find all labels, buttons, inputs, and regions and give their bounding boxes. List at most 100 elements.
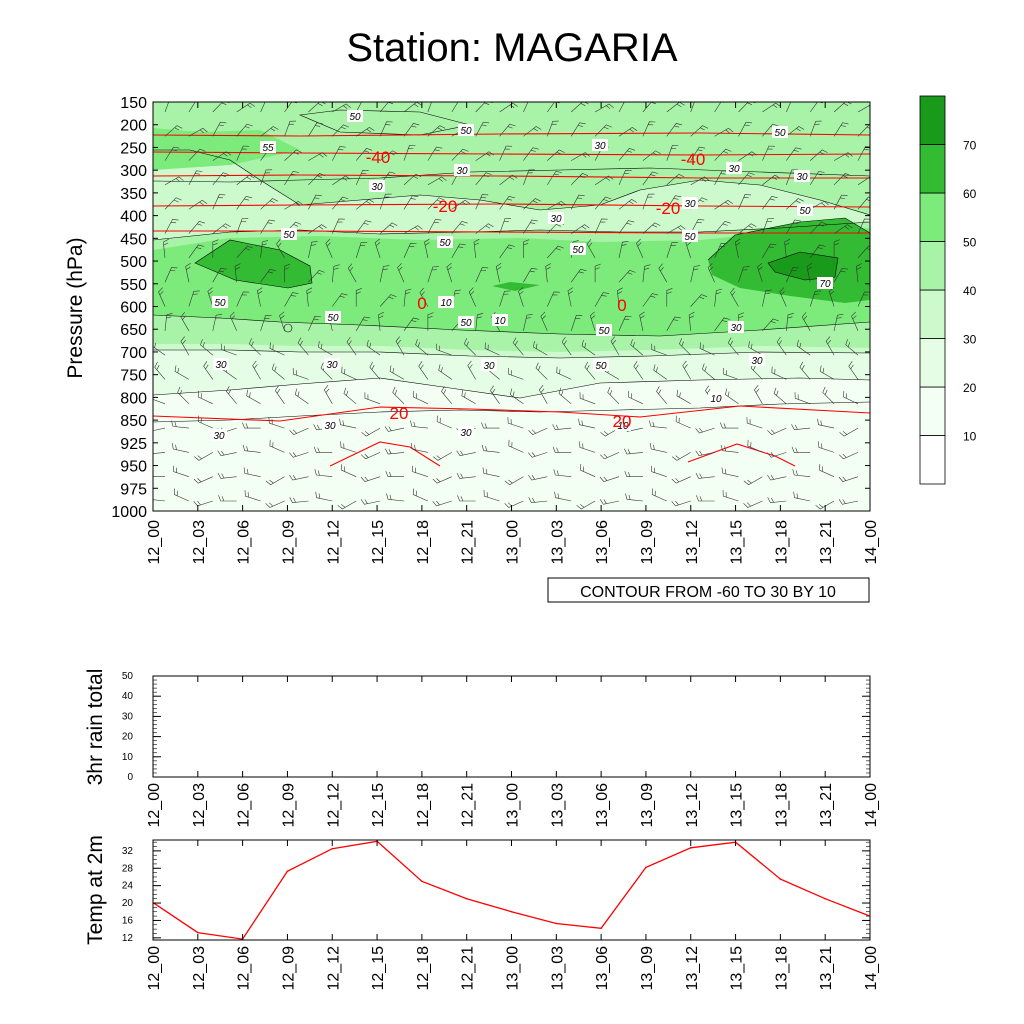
wind-barb [707,263,715,283]
wind-barb [714,220,731,234]
wind-barb [397,263,405,283]
wind-barb [695,427,715,434]
wind-barb [339,418,357,429]
wind-barb [651,465,667,477]
wind-barb [653,364,667,380]
wind-barb [523,102,529,113]
wind-barb [833,102,852,113]
temp-y-tick-label: 32 [122,846,134,857]
humidity-contour [153,377,870,399]
wind-barb [714,242,728,259]
time-tick-label: 13_12 [684,946,701,991]
rain-y-tick-label: 0 [127,772,133,783]
wind-barb [236,174,255,186]
wind-barb [507,417,524,429]
time-tick-label: 13_12 [684,520,701,565]
wind-barb [594,124,612,137]
temp-y-tick-label: 16 [122,915,134,926]
wind-barb [625,493,643,502]
wind-barb [599,452,620,460]
humidity-contour-label: 10 [710,394,722,405]
wind-barb [410,420,428,429]
time-tick-label: 12_15 [370,520,387,565]
wind-barb [636,238,644,259]
pressure-tick-label: 400 [120,209,147,226]
wind-barb [649,420,667,429]
temp-contour-label: -20 [656,199,681,218]
wind-barb [499,174,518,186]
wind-barb [618,199,637,210]
contour-label-bg [749,354,765,366]
wind-barb [188,290,200,307]
wind-barb [851,311,859,331]
wind-barb [690,219,705,234]
wind-barb [786,126,805,137]
wind-barb [535,362,548,380]
time-tick-label: 13_00 [505,783,522,828]
wind-barb [762,145,775,161]
wind-barb [332,293,348,307]
wind-barb [762,174,781,186]
wind-barb [468,287,476,307]
wind-barb [481,444,500,453]
wind-barb [738,151,757,161]
wind-barb [547,291,560,307]
humidity-contour-label: 30 [324,421,336,432]
humidity-contour-label: 50 [572,245,584,256]
wind-barb [284,120,297,137]
wind-barb [413,390,429,405]
wind-barb [153,394,166,405]
colorbar-box [919,386,946,436]
wind-barb [457,495,476,502]
wind-barb [547,200,567,210]
humidity-contour-label: 30 [728,164,740,175]
time-tick-label: 13_00 [505,946,522,991]
contour-label-bg [454,164,470,176]
temp-point [600,927,602,930]
wind-barb [734,238,741,258]
wind-barb [499,195,515,210]
wind-barb [818,441,835,453]
wind-barb [481,422,500,429]
wind-barb [308,315,321,331]
wind-barb [682,360,691,380]
wind-barb [666,225,686,234]
wind-barb [579,441,596,453]
colorbar-box [919,95,946,145]
humidity-contour-label: 10 [440,298,452,309]
wind-barb [676,389,691,405]
wind-barb [518,287,524,307]
wind-barb [547,149,565,161]
wind-barb [642,222,661,234]
wind-barb [284,171,299,186]
wind-barb [528,452,548,458]
contour-label-bg [708,392,724,404]
wind-barb [441,386,453,404]
wind-barb [607,386,620,405]
wind-barb [482,467,500,477]
wind-barb [242,444,261,453]
pressure-tick-label: 250 [120,140,147,157]
time-tick-label: 13_15 [729,946,746,991]
wind-barb [197,415,213,429]
wind-barb [767,452,787,458]
wind-barb [188,244,205,259]
wind-barb [185,262,191,283]
temp-contour-line [153,132,870,137]
wind-barb [855,263,862,283]
wind-barb [672,452,691,461]
humidity-contour-label: 30 [550,214,562,225]
wind-barb [618,148,636,161]
wind-barb [236,291,250,307]
wind-barb [260,198,278,210]
wind-barb [236,195,252,210]
wind-barb [586,239,596,259]
humidity-contour-label: 30 [460,428,472,439]
wind-barb [714,102,727,113]
wind-barb [791,446,811,453]
humidity-contour-label: 30 [751,356,763,367]
humidity-contour-label: 50 [439,238,451,249]
time-tick-label: 14_00 [863,946,880,991]
wind-barb [274,385,285,404]
wind-barb [512,337,524,356]
